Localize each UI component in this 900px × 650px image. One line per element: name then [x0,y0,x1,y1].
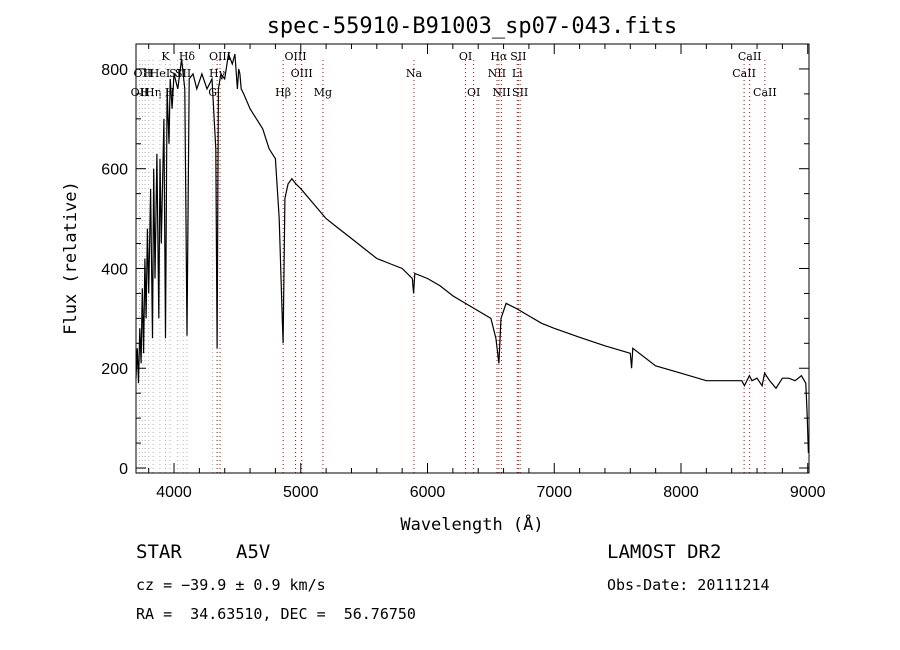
marker-label: OIII [291,67,313,80]
marker-label: Hγ [209,67,226,80]
marker-label: OII [131,86,149,99]
x-tick-label: 7000 [536,484,572,501]
x-axis-label: Wavelength (Å) [400,513,543,535]
marker-label: CaII [732,67,756,80]
chart-title: spec-55910-B91003_sp07-043.fits [267,14,678,39]
y-tick-label: 400 [101,261,128,278]
marker-label: Hη [145,86,161,99]
spectrum-line [135,51,809,454]
marker-label: OI [467,86,480,99]
x-tick-label: 9000 [790,484,826,501]
marker-label: OI [459,50,472,63]
marker-label: SII [510,50,526,63]
marker-label: Hα [490,50,508,63]
marker-label: Li [512,67,523,80]
marker-label: H [144,67,154,80]
marker-label: OIII [285,50,307,63]
x-tick-label: 4000 [156,484,192,501]
plot-frame [135,43,810,474]
obs-date: Obs-Date: 20111214 [607,576,770,594]
marker-label: Mg [314,86,332,99]
marker-label: NII [492,86,510,99]
x-tick-label: 8000 [663,484,699,501]
marker-label: CaII [738,50,762,63]
subclass: A5V [236,541,271,563]
marker-label: Hδ [179,50,196,63]
y-tick-label: 600 [101,162,128,179]
line-markers: OIIOIIHHHηHeIKHSIISIIHδGHγOIIIHβOIIIOIII… [131,50,777,473]
y-axis-label: Flux (relative) [61,181,81,335]
y-tick-label: 0 [119,461,128,478]
marker-label: Hβ [275,86,291,99]
marker-label: OIII [209,50,231,63]
marker-label: SII [512,86,528,99]
marker-label: NII [488,67,506,80]
marker-label: K [161,50,170,63]
axis-ticks: 4000 5000 6000 7000 8000 9000 0 200 400 600 800 [101,44,826,501]
x-tick-label: 5000 [283,484,319,501]
survey-name: LAMOST DR2 [607,541,722,563]
marker-label: H [140,86,150,99]
marker-label: CaII [753,86,777,99]
redshift-readout: cz = −39.9 ± 0.9 km/s [136,576,326,594]
x-tick-label: 6000 [410,484,446,501]
marker-label: HeI [150,67,170,80]
y-tick-label: 800 [101,62,128,79]
y-tick-label: 200 [101,361,128,378]
marker-label: OII [133,67,151,80]
coordinates: RA = 34.63510, DEC = 56.76750 [136,605,416,623]
object-type: STAR [136,541,182,563]
marker-label: Na [406,67,423,80]
